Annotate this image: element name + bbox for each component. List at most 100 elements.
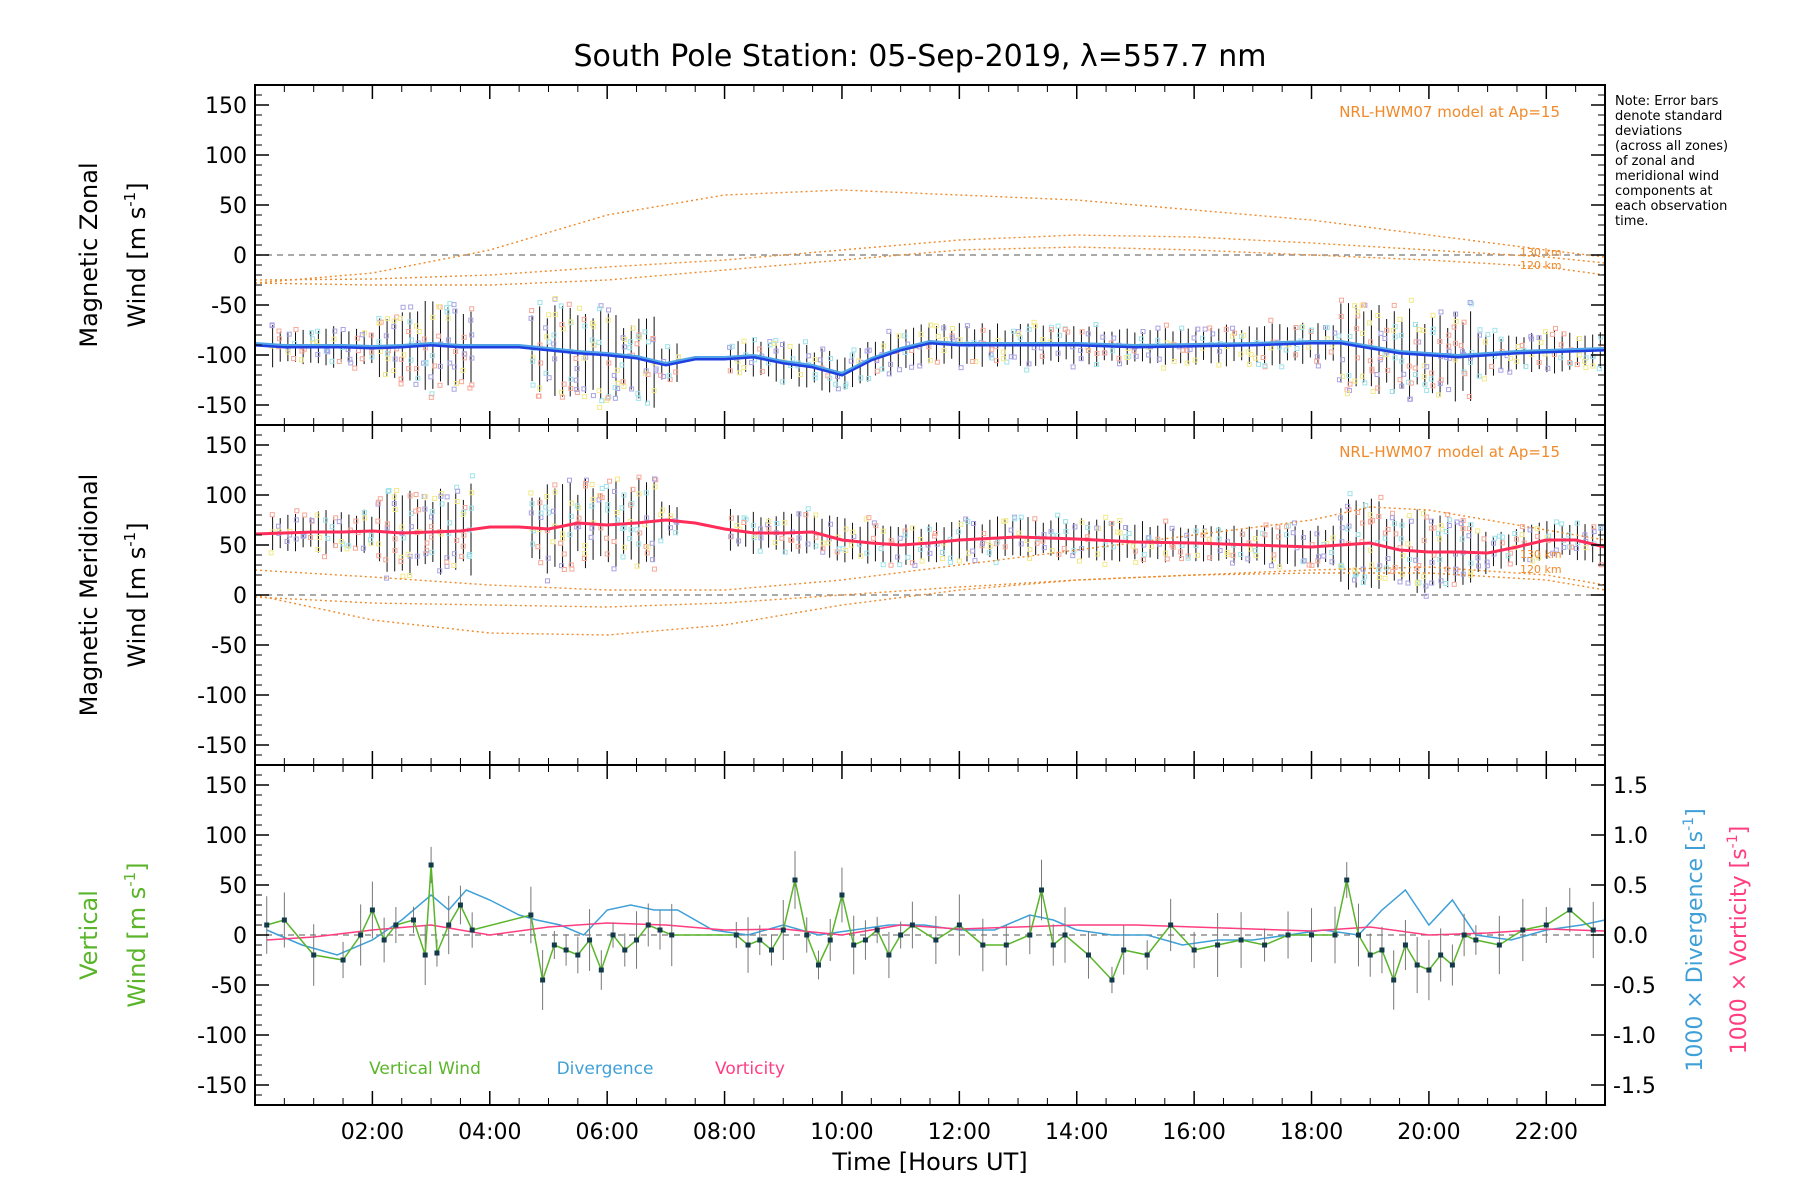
zone-sample-point bbox=[599, 398, 605, 404]
zone-sample-point bbox=[813, 543, 819, 549]
zone-sample-point bbox=[1260, 355, 1266, 361]
zone-sample-point bbox=[1345, 503, 1351, 509]
y-tick-label: 0 bbox=[233, 924, 247, 949]
zone-sample-point bbox=[1459, 349, 1465, 355]
zone-sample-point bbox=[987, 543, 993, 549]
zone-sample-point bbox=[780, 341, 786, 347]
zone-sample-point bbox=[741, 519, 747, 525]
zone-sample-point bbox=[1466, 533, 1472, 539]
zone-sample-point bbox=[314, 512, 320, 518]
vertical-wind-point bbox=[311, 952, 317, 958]
zone-sample-point bbox=[469, 306, 475, 312]
zone-sample-point bbox=[1375, 313, 1381, 319]
vertical-wind-point bbox=[540, 977, 546, 983]
zone-sample-point bbox=[391, 494, 397, 500]
zone-sample-point bbox=[322, 517, 328, 523]
zone-sample-point bbox=[649, 540, 655, 546]
zone-sample-point bbox=[550, 539, 556, 545]
zone-sample-point bbox=[285, 349, 291, 355]
zone-sample-point bbox=[581, 355, 587, 361]
zone-sample-point bbox=[1512, 530, 1518, 536]
zone-sample-point bbox=[1000, 349, 1006, 355]
note-line: each observation bbox=[1615, 199, 1728, 214]
zone-sample-point bbox=[881, 343, 887, 349]
zone-sample-point bbox=[1109, 520, 1115, 526]
zone-sample-point bbox=[583, 477, 589, 483]
zone-sample-point bbox=[591, 342, 597, 348]
zone-sample-point bbox=[400, 304, 406, 310]
x-tick-label: 20:00 bbox=[1397, 1120, 1460, 1145]
zone-sample-point bbox=[574, 503, 580, 509]
zone-sample-point bbox=[1391, 521, 1397, 527]
zone-sample-point bbox=[561, 381, 567, 387]
zone-sample-point bbox=[546, 339, 552, 345]
zone-sample-point bbox=[546, 510, 552, 516]
zone-sample-point bbox=[451, 386, 457, 392]
zone-sample-point bbox=[1275, 524, 1281, 530]
zone-sample-point bbox=[459, 379, 465, 385]
zone-sample-point bbox=[1363, 503, 1369, 509]
zone-sample-point bbox=[469, 332, 475, 338]
zone-sample-point bbox=[1184, 360, 1190, 366]
zone-sample-point bbox=[407, 493, 413, 499]
zone-sample-point bbox=[567, 532, 573, 538]
x-tick-label: 18:00 bbox=[1280, 1120, 1343, 1145]
zone-sample-point bbox=[344, 546, 350, 552]
zone-sample-point bbox=[284, 539, 290, 545]
zone-sample-point bbox=[666, 373, 672, 379]
y-axis-title-close: ] bbox=[123, 522, 151, 531]
zone-sample-point bbox=[1401, 371, 1407, 377]
zone-sample-point bbox=[933, 323, 939, 329]
zone-sample-point bbox=[1101, 350, 1107, 356]
zone-sample-point bbox=[1567, 359, 1573, 365]
zone-sample-point bbox=[1352, 303, 1358, 309]
zone-sample-point bbox=[965, 518, 971, 524]
zone-sample-point bbox=[545, 578, 551, 584]
zone-sample-point bbox=[1316, 554, 1322, 560]
zone-sample-point bbox=[568, 562, 574, 568]
zone-sample-point bbox=[394, 488, 400, 494]
zone-sample-point bbox=[1338, 297, 1344, 303]
zone-sample-point bbox=[1223, 326, 1229, 332]
zone-sample-point bbox=[589, 482, 595, 488]
y-tick-label: 50 bbox=[219, 194, 247, 219]
zone-sample-point bbox=[932, 533, 938, 539]
zone-sample-point bbox=[947, 559, 953, 565]
vertical-wind-point bbox=[909, 922, 915, 928]
y-tick-label: -150 bbox=[197, 734, 247, 759]
zone-sample-point bbox=[1347, 491, 1353, 497]
zone-sample-point bbox=[1031, 319, 1037, 325]
zone-sample-point bbox=[1253, 548, 1259, 554]
zone-sample-point bbox=[451, 562, 457, 568]
zone-sample-point bbox=[1216, 348, 1222, 354]
zone-sample-point bbox=[1345, 526, 1351, 532]
zone-sample-point bbox=[413, 381, 419, 387]
zone-sample-point bbox=[1230, 552, 1236, 558]
altitude-label-120: 120 km bbox=[1520, 563, 1562, 576]
zone-sample-point bbox=[1359, 373, 1365, 379]
zone-sample-point bbox=[634, 527, 640, 533]
vertical-wind-point bbox=[745, 942, 751, 948]
zone-sample-point bbox=[813, 512, 819, 518]
zone-sample-point bbox=[1519, 524, 1525, 530]
zone-sample-point bbox=[918, 536, 924, 542]
zone-sample-point bbox=[530, 358, 536, 364]
zone-sample-point bbox=[902, 528, 908, 534]
zone-sample-point bbox=[1428, 376, 1434, 382]
zone-sample-point bbox=[1011, 328, 1017, 334]
zone-sample-point bbox=[927, 550, 933, 556]
zone-sample-point bbox=[993, 358, 999, 364]
zone-sample-point bbox=[866, 347, 872, 353]
zone-sample-point bbox=[1453, 319, 1459, 325]
zone-sample-point bbox=[1482, 339, 1488, 345]
zone-sample-point bbox=[424, 540, 430, 546]
zone-sample-point bbox=[569, 500, 575, 506]
zone-sample-point bbox=[958, 365, 964, 371]
vertical-wind-point bbox=[428, 862, 434, 868]
zone-sample-point bbox=[635, 334, 641, 340]
note-line: denote standard bbox=[1615, 109, 1723, 124]
zone-sample-point bbox=[1355, 531, 1361, 537]
y-tick-label: 50 bbox=[219, 874, 247, 899]
zone-sample-point bbox=[558, 303, 564, 309]
zone-sample-point bbox=[1361, 574, 1367, 580]
